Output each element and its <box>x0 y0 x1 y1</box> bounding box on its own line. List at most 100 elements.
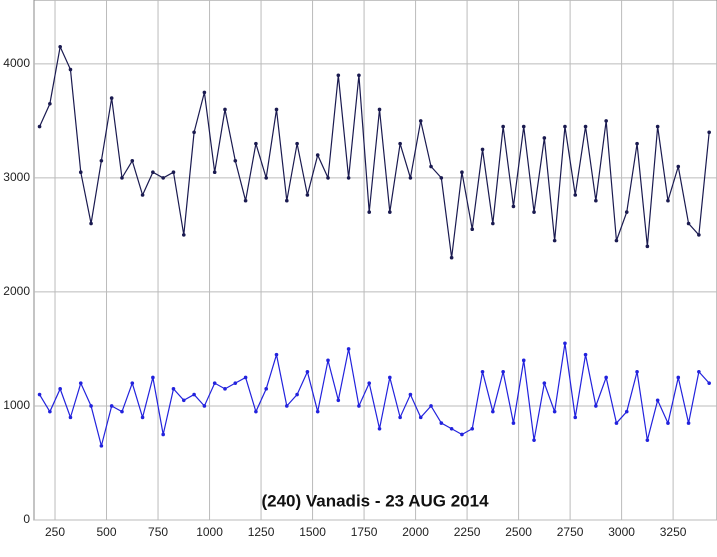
data-point <box>120 409 124 414</box>
data-point <box>594 198 598 203</box>
x-tick-label: 2250 <box>454 525 481 539</box>
data-point <box>367 210 372 214</box>
data-point <box>686 221 691 226</box>
data-point <box>295 141 299 146</box>
data-point <box>624 409 629 414</box>
data-point <box>594 404 598 408</box>
data-point <box>192 392 196 397</box>
data-point <box>336 73 341 78</box>
data-point <box>274 352 279 357</box>
data-point <box>511 204 516 209</box>
x-tick-label: 3250 <box>660 525 687 539</box>
data-point <box>398 415 402 420</box>
data-point <box>202 404 207 408</box>
data-point <box>285 198 289 203</box>
x-tick-label: 2000 <box>402 525 429 539</box>
data-point <box>676 375 681 380</box>
data-point <box>109 404 114 408</box>
data-point <box>58 44 62 49</box>
data-point <box>521 358 526 363</box>
data-point <box>254 141 258 146</box>
plot-area <box>33 0 717 521</box>
data-point <box>120 176 124 180</box>
data-point <box>326 358 330 363</box>
y-tick-label: 1000 <box>3 398 30 412</box>
data-point <box>171 387 176 391</box>
data-point <box>563 341 567 346</box>
x-tick-label: 2750 <box>557 525 584 539</box>
data-point <box>181 233 186 237</box>
x-tick-label: 1000 <box>196 525 223 539</box>
data-point <box>264 176 268 180</box>
data-point <box>212 170 217 174</box>
data-point <box>68 67 73 72</box>
x-tick-label: 1250 <box>248 525 275 539</box>
data-point <box>233 381 238 385</box>
data-point <box>37 124 42 129</box>
x-tick-label: 1500 <box>299 525 326 539</box>
series-line <box>39 44 710 258</box>
data-point <box>655 398 660 403</box>
y-tick-label: 2000 <box>3 284 30 298</box>
data-point <box>161 432 165 437</box>
data-point <box>223 387 227 391</box>
data-point <box>460 432 464 437</box>
data-point <box>140 193 145 197</box>
data-point <box>48 409 52 414</box>
data-point <box>532 210 536 214</box>
data-point <box>181 398 186 403</box>
data-point <box>254 409 258 414</box>
data-point <box>243 198 248 203</box>
data-point <box>151 170 155 174</box>
data-point <box>161 176 165 180</box>
data-point <box>666 421 670 425</box>
data-point <box>583 352 588 357</box>
data-point <box>346 347 351 351</box>
data-point <box>439 176 444 180</box>
chart-title: (240) Vanadis - 23 AUG 2014 <box>261 491 489 510</box>
data-point <box>130 381 135 385</box>
data-point <box>583 124 588 129</box>
data-point <box>305 369 310 374</box>
data-point <box>470 426 475 431</box>
x-tick-label: 1750 <box>351 525 378 539</box>
data-point <box>707 381 711 385</box>
x-tick-label: 250 <box>45 525 65 539</box>
data-point <box>171 170 176 174</box>
data-point <box>367 381 372 385</box>
data-point <box>645 244 650 249</box>
data-point <box>604 119 608 123</box>
data-point <box>68 415 73 420</box>
data-point <box>655 124 660 129</box>
data-point <box>140 415 145 420</box>
data-point <box>388 210 392 214</box>
x-tick-label: 500 <box>97 525 117 539</box>
data-point <box>666 198 670 203</box>
data-point <box>315 153 320 157</box>
data-point <box>336 398 341 403</box>
data-point <box>418 415 423 420</box>
data-point <box>501 369 505 374</box>
data-point <box>78 170 83 174</box>
data-point <box>58 387 62 391</box>
data-point <box>614 238 619 243</box>
data-point <box>48 101 52 106</box>
data-point <box>697 369 701 374</box>
data-point <box>697 233 701 237</box>
data-point <box>429 404 433 408</box>
data-point <box>542 136 547 140</box>
data-point <box>305 193 310 197</box>
data-point <box>624 210 629 214</box>
data-point <box>408 176 413 180</box>
data-point <box>491 221 495 226</box>
data-point <box>78 381 83 385</box>
data-point <box>542 381 547 385</box>
data-point <box>449 255 454 260</box>
data-point <box>573 193 578 197</box>
data-point <box>460 170 464 174</box>
data-point <box>89 221 93 226</box>
x-tick-label: 2500 <box>505 525 532 539</box>
data-point <box>521 124 526 129</box>
data-point <box>223 107 227 112</box>
data-point <box>285 404 289 408</box>
